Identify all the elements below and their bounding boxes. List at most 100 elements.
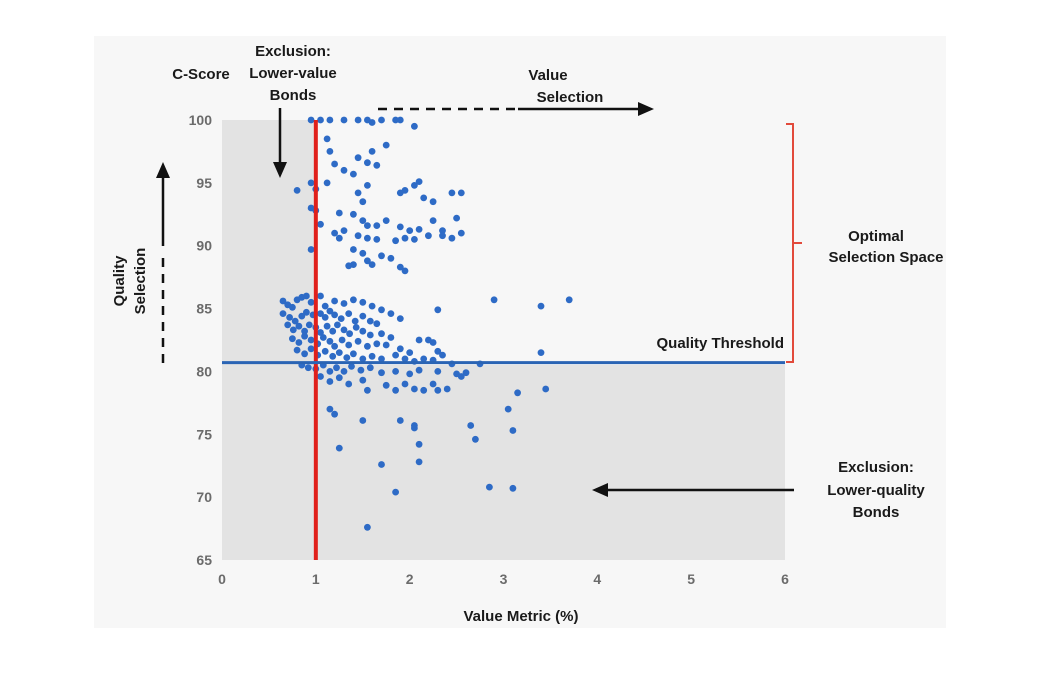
data-point — [284, 321, 292, 329]
data-point — [378, 355, 385, 363]
exclusion-value-arrowhead — [273, 162, 287, 178]
data-point — [392, 237, 399, 245]
data-point — [317, 116, 324, 124]
data-point — [415, 440, 423, 448]
data-point — [286, 314, 293, 321]
data-point — [420, 386, 428, 394]
data-point — [335, 374, 343, 382]
data-point — [340, 116, 348, 124]
data-point — [457, 373, 465, 380]
y-axis-ticks: 65 70 75 80 85 90 95 100 — [189, 112, 213, 568]
data-point — [396, 116, 404, 124]
data-point — [401, 380, 409, 388]
data-point — [301, 332, 308, 340]
data-point — [337, 315, 345, 322]
annotation-exclusion-value-line3: Bonds — [270, 87, 317, 104]
data-point — [350, 246, 357, 253]
data-point — [340, 300, 348, 307]
data-point — [335, 209, 343, 217]
data-point — [354, 232, 362, 240]
data-point — [382, 217, 390, 225]
x-tick-label: 1 — [312, 571, 320, 587]
data-point — [364, 182, 371, 189]
data-point — [396, 345, 404, 353]
data-point — [366, 331, 374, 339]
data-point — [486, 483, 493, 491]
data-point — [345, 341, 353, 349]
data-point — [352, 324, 360, 331]
data-point — [279, 310, 287, 317]
data-point — [387, 334, 395, 341]
data-point — [293, 346, 301, 354]
data-point — [382, 141, 390, 149]
data-point — [359, 312, 367, 320]
data-point — [359, 355, 367, 363]
data-point — [439, 232, 446, 240]
data-point — [335, 444, 343, 452]
data-point — [323, 322, 331, 330]
data-point — [364, 342, 371, 350]
annotation-value-selection-line1: Value — [528, 67, 567, 84]
data-point — [331, 410, 338, 418]
data-point — [373, 340, 381, 348]
data-point — [319, 334, 327, 341]
annotation-exclusion-quality-line2: Lower-quality — [827, 482, 925, 499]
data-point — [333, 364, 340, 372]
data-point — [364, 159, 371, 167]
data-point — [303, 292, 310, 300]
data-point — [378, 116, 385, 124]
y-tick-label: 85 — [196, 301, 212, 317]
data-point — [350, 350, 357, 358]
data-point — [378, 306, 385, 314]
data-point — [392, 116, 399, 124]
data-point — [364, 386, 371, 394]
data-point — [439, 227, 446, 235]
data-point — [415, 226, 423, 233]
data-point — [329, 327, 337, 335]
data-point — [425, 232, 432, 240]
data-point — [350, 296, 357, 304]
data-point — [334, 321, 341, 329]
data-point — [359, 217, 367, 225]
data-point — [448, 234, 456, 242]
data-point — [345, 262, 353, 270]
data-point — [392, 386, 399, 394]
data-point — [434, 347, 442, 355]
annotation-value-selection-line2: Selection — [537, 89, 604, 106]
data-point — [439, 351, 446, 359]
exclusion-region-low-value — [222, 120, 317, 560]
data-point — [392, 488, 399, 496]
data-point — [415, 458, 423, 466]
data-point — [351, 317, 359, 325]
data-point — [396, 315, 404, 322]
x-tick-label: 3 — [500, 571, 508, 587]
data-point — [457, 189, 465, 197]
data-point — [335, 234, 343, 242]
data-point — [368, 261, 376, 268]
data-point — [321, 347, 329, 355]
data-point — [291, 317, 299, 325]
data-point — [301, 350, 308, 358]
data-point — [368, 302, 376, 310]
data-point — [350, 210, 357, 218]
annotation-optimal-line1: Optimal — [848, 228, 904, 245]
data-point — [317, 329, 324, 336]
data-point — [346, 330, 353, 338]
data-point — [304, 364, 312, 372]
data-point — [565, 296, 573, 304]
data-point — [326, 116, 334, 124]
data-point — [307, 116, 315, 124]
y-tick-label: 90 — [196, 238, 212, 254]
data-point — [373, 320, 381, 328]
data-point — [326, 307, 334, 315]
x-tick-label: 0 — [218, 571, 226, 587]
data-point — [406, 227, 414, 235]
data-point — [368, 352, 376, 360]
x-tick-label: 6 — [781, 571, 789, 587]
data-point — [401, 234, 409, 242]
data-point — [453, 214, 460, 222]
data-point — [279, 297, 287, 305]
data-point — [364, 523, 371, 531]
data-point — [331, 311, 338, 319]
data-point — [295, 322, 303, 330]
